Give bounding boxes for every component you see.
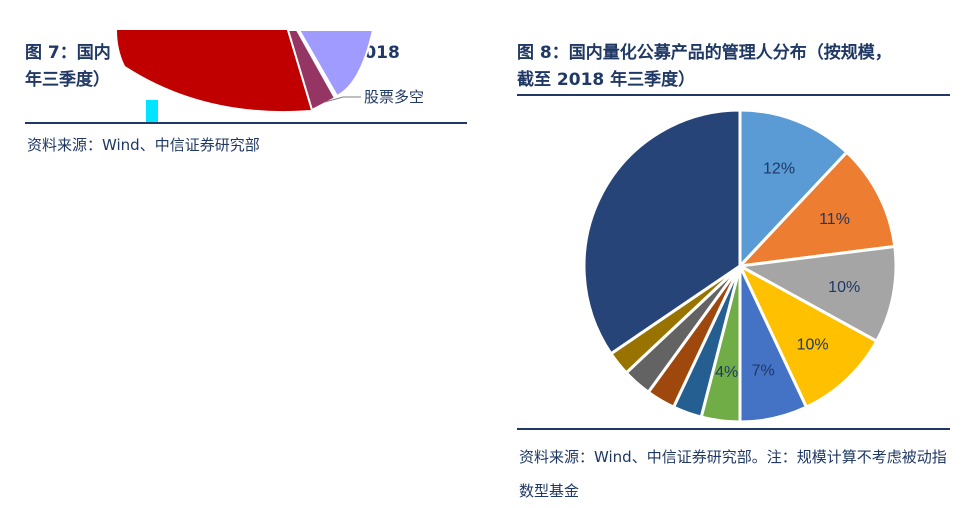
figure-7: 图 7：国内 截至 2018 年三季度） 股票多空 资料来源：Wind、中信证券…	[25, 30, 467, 180]
figure-8-title: 图 8：国内量化公募产品的管理人分布（按规模， 截至 2018 年三季度）	[517, 40, 950, 94]
figure-8: 图 8：国内量化公募产品的管理人分布（按规模， 截至 2018 年三季度） 12…	[517, 30, 950, 500]
pie-slice	[738, 108, 849, 270]
figure-8-source: 资料来源：Wind、中信证券研究部。注：规模计算不考虑被动指数型基金	[519, 448, 947, 500]
figure-7-rule	[25, 122, 467, 124]
figure-8-rule-top	[517, 94, 950, 96]
figure-7-title: 图 7：国内 截至 2018 年三季度）	[25, 40, 465, 94]
figure-7-title-part1: 图 7：国内	[25, 43, 111, 63]
figure-8-title-line2: 截至 2018 年三季度）	[517, 70, 696, 90]
pie-slice	[117, 30, 311, 112]
pie-slice	[736, 150, 897, 269]
pie-slice-label: 11%	[819, 211, 850, 228]
pie-slice	[736, 262, 879, 410]
figure-7-source: 资料来源：Wind、中信证券研究部	[27, 136, 260, 154]
figure-8-pie-chart: 12% 11% 10% 10% 7% 4%	[582, 108, 898, 424]
text-cursor-highlight	[146, 100, 158, 122]
pie-slice-label: 12%	[763, 160, 795, 177]
pie-slice-label: 10%	[828, 279, 860, 296]
pie-slice	[582, 108, 742, 356]
figure-8-title-line1: 图 8：国内量化公募产品的管理人分布（按规模，	[517, 43, 892, 63]
figure-7-title-part2: 截至 2018	[312, 43, 400, 63]
figure-7-pie-chart	[117, 30, 311, 112]
pie-slice-label: 7%	[752, 363, 775, 380]
pie-slice-label: 10%	[797, 336, 829, 353]
pie-slice	[735, 244, 898, 344]
pie-slice-label: 4%	[715, 364, 738, 381]
figure-7-title-line2: 年三季度）	[25, 70, 110, 90]
figure-8-rule-bottom	[517, 428, 950, 430]
